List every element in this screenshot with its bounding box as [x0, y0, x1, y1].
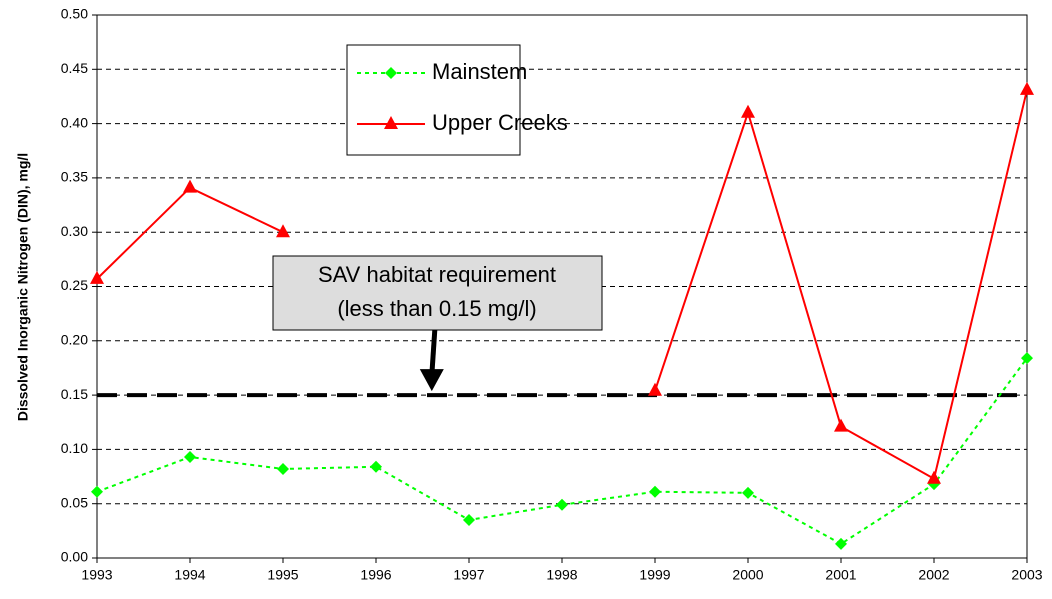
legend-marker	[384, 116, 398, 129]
annotation-arrowhead	[419, 369, 444, 392]
marker	[183, 179, 197, 193]
series-line	[96, 186, 284, 280]
legend-label: Upper Creeks	[432, 110, 568, 135]
marker	[834, 418, 848, 432]
marker	[741, 104, 755, 118]
marker	[1020, 81, 1034, 95]
x-tick-label: 2001	[825, 567, 856, 583]
annotation-arrow	[429, 329, 438, 376]
marker	[91, 485, 103, 498]
marker	[648, 382, 662, 396]
annotation-text: (less than 0.15 mg/l)	[337, 296, 536, 321]
x-tick-label: 2002	[918, 567, 949, 583]
x-tick-label: 1993	[81, 567, 112, 583]
y-tick-label: 0.30	[61, 223, 88, 239]
legend-marker	[385, 67, 397, 79]
marker	[277, 462, 289, 475]
x-tick-label: 2003	[1011, 567, 1042, 583]
marker	[90, 270, 104, 284]
x-tick-label: 1999	[639, 567, 670, 583]
y-tick-label: 0.25	[61, 277, 88, 293]
marker	[556, 498, 568, 511]
marker	[1021, 352, 1033, 365]
marker	[742, 486, 754, 499]
annotation-box	[272, 255, 603, 331]
y-tick-label: 0.45	[61, 60, 88, 76]
annotation-text: SAV habitat requirement	[318, 262, 556, 287]
marker	[463, 513, 475, 526]
y-tick-label: 0.50	[61, 6, 88, 22]
marker	[649, 485, 661, 498]
x-tick-label: 1997	[453, 567, 484, 583]
y-tick-label: 0.00	[61, 549, 88, 565]
y-tick-label: 0.15	[61, 386, 88, 402]
marker	[184, 451, 196, 464]
marker	[370, 460, 382, 473]
y-tick-label: 0.20	[61, 332, 88, 348]
marker	[927, 470, 941, 484]
y-tick-label: 0.40	[61, 114, 88, 130]
y-tick-label: 0.10	[61, 440, 88, 456]
plot-frame	[96, 14, 1028, 559]
y-tick-label: 0.05	[61, 494, 88, 510]
legend-box	[346, 44, 521, 156]
x-tick-label: 1996	[360, 567, 391, 583]
x-tick-label: 1994	[174, 567, 205, 583]
legend-label: Mainstem	[432, 59, 527, 84]
x-tick-label: 1995	[267, 567, 298, 583]
y-tick-label: 0.35	[61, 169, 88, 185]
x-tick-label: 2000	[732, 567, 763, 583]
marker	[835, 537, 847, 550]
y-axis-label: Dissolved Inorganic Nitrogen (DIN), mg/l	[15, 153, 31, 421]
series-line	[96, 357, 1028, 546]
x-tick-label: 1998	[546, 567, 577, 583]
marker	[276, 224, 290, 238]
